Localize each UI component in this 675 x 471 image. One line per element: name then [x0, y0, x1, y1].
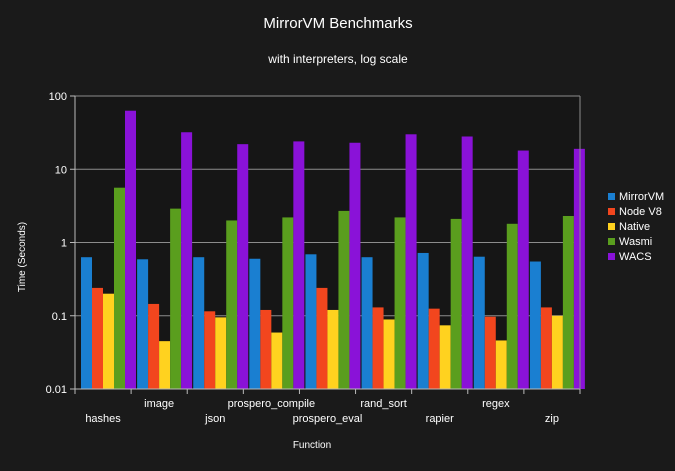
bar-node-v8-prospero_compile	[260, 309, 272, 389]
bar-wacs-regex	[517, 150, 529, 389]
bar-mirrorvm-rand_sort	[361, 257, 373, 389]
bar-native-regex	[495, 340, 507, 389]
bars	[81, 110, 585, 390]
bar-node-v8-zip	[540, 307, 552, 389]
legend-label: Wasmi	[619, 236, 652, 248]
bar-wasmi-json	[226, 220, 238, 389]
bar-native-zip	[551, 315, 563, 389]
legend-label: WACS	[619, 251, 652, 263]
bar-node-v8-hashes	[92, 287, 103, 389]
x-axis-label: Function	[293, 440, 331, 451]
chart-title: MirrorVM Benchmarks	[263, 15, 412, 32]
bar-mirrorvm-prospero_eval	[305, 254, 317, 389]
x-category-label: hashes	[85, 413, 121, 425]
y-tick-label: 1	[61, 238, 67, 250]
legend-swatch	[608, 193, 615, 200]
bar-mirrorvm-prospero_compile	[249, 258, 261, 389]
bar-wasmi-prospero_eval	[338, 210, 350, 389]
bar-node-v8-regex	[484, 316, 496, 389]
bar-mirrorvm-hashes	[81, 257, 92, 389]
x-category-label: image	[144, 398, 174, 410]
bar-node-v8-rapier	[428, 308, 440, 389]
bar-node-v8-rand_sort	[372, 307, 384, 389]
bar-wasmi-prospero_compile	[282, 217, 294, 389]
y-axis-label: Time (Seconds)	[17, 222, 28, 292]
x-category-label: json	[204, 413, 225, 425]
bar-node-v8-image	[148, 303, 160, 389]
x-category-label: prospero_compile	[228, 398, 315, 410]
bar-mirrorvm-regex	[473, 256, 485, 389]
bar-wacs-json	[237, 144, 249, 389]
x-category-label: zip	[545, 413, 559, 425]
chart-subtitle: with interpreters, log scale	[267, 52, 408, 66]
bar-wacs-image	[181, 132, 193, 390]
x-category-label: rand_sort	[360, 398, 406, 410]
y-tick-label: 100	[49, 91, 67, 103]
legend-swatch	[608, 253, 615, 260]
bar-wacs-zip	[573, 148, 585, 389]
legend-swatch	[608, 208, 615, 215]
legend-swatch	[608, 238, 615, 245]
bar-native-rand_sort	[383, 319, 395, 389]
legend: MirrorVM Node V8 Native Wasmi WACS	[608, 191, 664, 263]
bar-native-image	[159, 341, 171, 389]
bar-native-prospero_compile	[271, 332, 283, 389]
bar-mirrorvm-zip	[529, 261, 541, 389]
bar-native-rapier	[439, 325, 451, 389]
bar-mirrorvm-json	[193, 257, 205, 389]
y-tick-label: 0.01	[46, 384, 67, 396]
bar-wacs-prospero_compile	[293, 141, 305, 389]
bar-wacs-prospero_eval	[349, 142, 361, 389]
bar-native-hashes	[103, 293, 114, 389]
x-category-label: prospero_eval	[293, 413, 363, 425]
legend-swatch	[608, 223, 615, 230]
y-tick-label: 0.1	[52, 311, 67, 323]
y-tick-label: 10	[55, 164, 67, 176]
x-category-label: regex	[482, 398, 510, 410]
bar-wasmi-image	[170, 208, 182, 389]
bar-node-v8-prospero_eval	[316, 287, 328, 389]
bar-node-v8-json	[204, 311, 216, 389]
y-ticks: 100 10 1 0.1 0.01	[46, 91, 75, 396]
bar-wacs-rand_sort	[405, 134, 417, 389]
bar-mirrorvm-rapier	[417, 252, 429, 389]
bar-native-prospero_eval	[327, 309, 339, 389]
bar-wasmi-rapier	[450, 218, 462, 389]
legend-label: Node V8	[619, 206, 662, 218]
bar-wacs-hashes	[125, 110, 136, 389]
bar-mirrorvm-image	[137, 259, 149, 389]
legend-label: Native	[619, 221, 650, 233]
bar-wasmi-rand_sort	[394, 217, 406, 389]
bar-wasmi-zip	[562, 216, 574, 389]
legend-label: MirrorVM	[619, 191, 664, 203]
bar-wasmi-hashes	[114, 187, 125, 389]
bar-wasmi-regex	[506, 223, 518, 389]
bar-wacs-rapier	[461, 136, 473, 389]
bar-native-json	[215, 317, 227, 389]
x-category-label: rapier	[426, 413, 454, 425]
